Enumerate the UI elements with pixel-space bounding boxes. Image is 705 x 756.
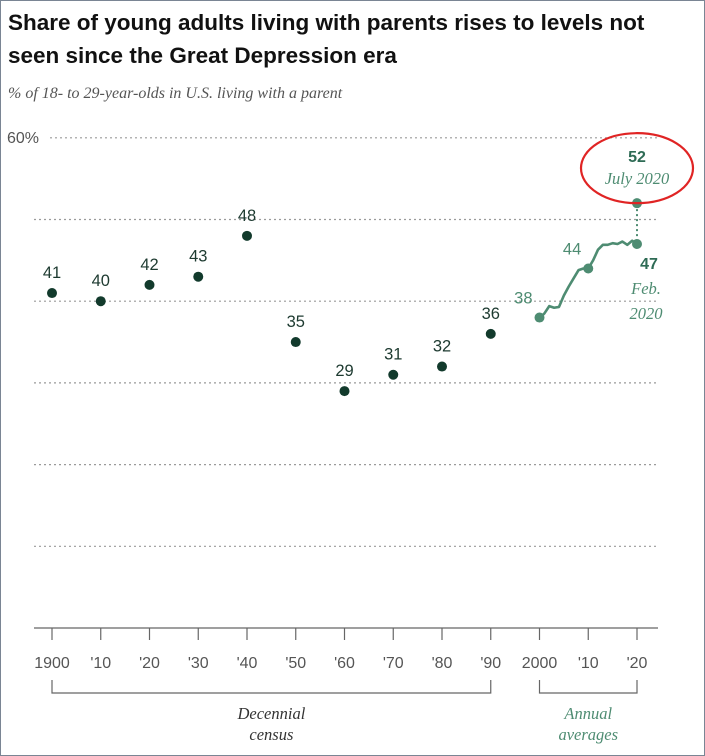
census-point-label: 42 (140, 256, 158, 274)
annual-point-label: 38 (514, 290, 532, 308)
chart-title: Share of young adults living with parent… (8, 10, 645, 68)
group-label: census (249, 725, 293, 744)
annual-series: 38 44 (514, 239, 642, 323)
july-2020-value: 52 (628, 149, 646, 166)
census-point (193, 271, 204, 282)
census-point-label: 48 (238, 207, 256, 225)
census-point-label: 35 (287, 313, 305, 331)
census-point (290, 337, 301, 348)
census-point (242, 230, 252, 241)
census-point-label: 40 (92, 272, 110, 290)
chart-subtitle: % of 18- to 29-year-olds in U.S. living … (8, 85, 343, 102)
group-label: Decennial (236, 704, 305, 723)
group-brackets: Decennial census Annual averages (51, 680, 638, 744)
census-point (437, 361, 447, 372)
census-point (485, 328, 496, 339)
x-tick-label: 1900 (34, 655, 70, 672)
feb-2020-label: 2020 (630, 304, 664, 323)
census-point (339, 386, 350, 397)
x-tick-label: '90 (480, 655, 501, 672)
x-tick-label: 2000 (522, 655, 558, 672)
census-point (95, 296, 106, 307)
x-tick-label: '80 (432, 655, 453, 672)
x-tick-label: '40 (237, 655, 258, 672)
annotations: 47 Feb. 2020 52 July 2020 (579, 132, 695, 323)
census-point-label: 41 (43, 264, 61, 282)
annual-series-line (538, 239, 638, 319)
gridlines (34, 137, 658, 547)
group-label: averages (558, 725, 618, 744)
x-axis: 1900 '10 '20 '30 '40 '50 '60 '70 '80 '90 2000 '10 '2… (34, 627, 658, 672)
census-point-label: 31 (384, 346, 402, 364)
x-tick-label: '60 (334, 655, 355, 672)
census-point (144, 279, 155, 290)
x-tick-label: '50 (285, 655, 306, 672)
x-tick-label: '70 (383, 655, 404, 672)
census-point-label: 29 (335, 362, 353, 380)
y-tick-label: 60% (7, 130, 39, 147)
census-series: 41 40 42 43 48 35 29 31 32 36 (43, 207, 500, 397)
x-tick-label: '20 (139, 655, 160, 672)
annual-point (583, 263, 594, 274)
x-tick-label: '10 (90, 655, 111, 672)
group-label: Annual (563, 704, 612, 723)
annual-point (632, 239, 642, 250)
census-point (388, 369, 399, 380)
x-tick-label: '20 (627, 655, 648, 672)
group-bracket (51, 680, 492, 694)
census-point-label: 43 (189, 248, 207, 266)
census-point-label: 36 (482, 305, 500, 323)
feb-2020-value: 47 (640, 256, 658, 273)
census-point-label: 32 (433, 338, 451, 356)
x-tick-label: '10 (578, 655, 599, 672)
annual-point (534, 312, 545, 323)
annual-point-label: 44 (563, 241, 581, 259)
july-2020-label: July 2020 (605, 169, 670, 188)
feb-2020-label: Feb. (630, 279, 661, 298)
x-tick-label: '30 (188, 655, 209, 672)
group-bracket (538, 680, 638, 694)
census-point (47, 288, 57, 299)
highlight-circle (579, 132, 695, 205)
